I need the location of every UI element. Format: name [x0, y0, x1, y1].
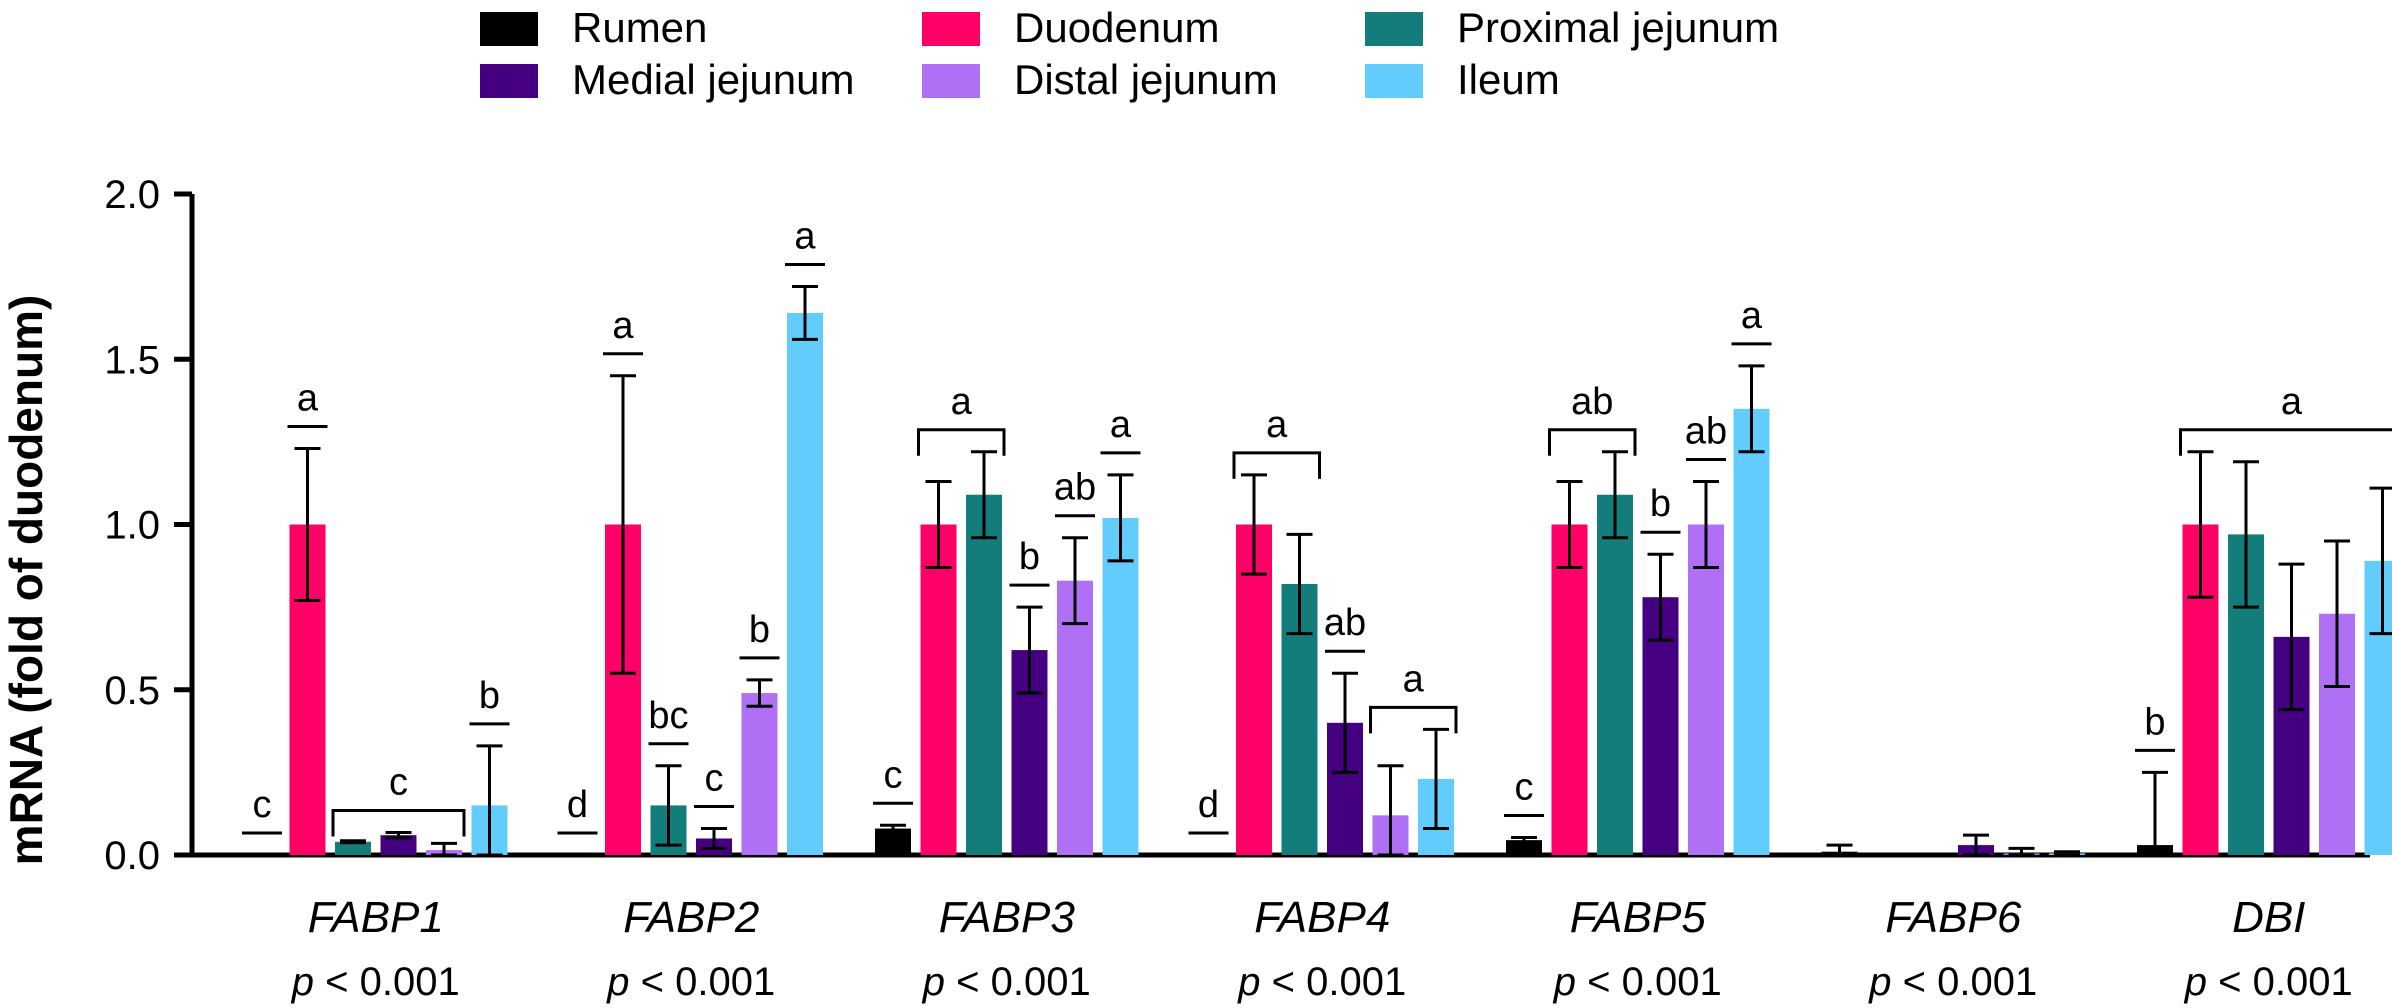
p-value-label: p < 0.001: [922, 960, 1091, 1004]
significance-bracket: [331, 809, 466, 837]
bar-ileum-fabp3: [1102, 517, 1139, 855]
bar-proximal-jejunum-fabp3: [966, 494, 1002, 855]
p-value-label: p < 0.001: [1553, 960, 1722, 1004]
y-tick-label: 1.5: [104, 338, 160, 382]
bar-proximal-jejunum-fabp1: [335, 841, 371, 855]
legend-swatch-rumen: [480, 12, 538, 46]
bar-distal-jejunum-fabp5: [1688, 524, 1724, 855]
p-value-label: p < 0.001: [1237, 960, 1406, 1004]
legend-label: Medial jejunum: [572, 56, 854, 103]
y-tick-label: 0.5: [104, 669, 160, 713]
significance-letter: b: [749, 609, 770, 651]
significance-bracket: [1232, 451, 1321, 479]
axes: [189, 194, 2370, 858]
significance-letter: c: [884, 754, 903, 796]
bar-duodenum-fabp5: [1551, 524, 1588, 855]
significance-letter: d: [1198, 784, 1219, 826]
bar-proximal-jejunum-fabp5: [1597, 494, 1633, 855]
significance-bracket: [2179, 428, 2392, 456]
x-tick-labels: FABP1 p < 0.001 FABP2 p < 0.001 FABP3 p < 0.0…: [291, 893, 2353, 1004]
significance-letter: b: [1650, 483, 1671, 525]
significance-letter: c: [705, 758, 724, 800]
y-ticks: 0.0 0.5 1.0 1.5 2.0: [104, 173, 192, 878]
legend-label: Distal jejunum: [1014, 56, 1278, 103]
significance-letter: a: [297, 377, 319, 419]
bar-ileum-fabp2: [787, 312, 823, 856]
bar-ileum-dbi: [2364, 560, 2392, 855]
x-tick-label: FABP3: [939, 893, 1076, 942]
significance-letter: a: [612, 305, 634, 347]
legend-swatch-ileum: [1365, 64, 1423, 98]
significance-letter: a: [951, 381, 973, 423]
y-tick-label: 2.0: [104, 173, 160, 217]
x-tick-label: FABP4: [1254, 893, 1390, 942]
significance-letter: b: [1019, 536, 1040, 578]
significance-letter: b: [2144, 701, 2165, 743]
significance-letter: c: [389, 762, 408, 804]
significance-letter: a: [1741, 295, 1763, 337]
significance-letter: ab: [1324, 602, 1366, 644]
significance-letter: a: [1266, 404, 1288, 446]
y-axis-label: mRNA (fold of duodenum): [0, 295, 52, 866]
significance-letter: c: [253, 784, 272, 826]
significance-bracket: [1369, 705, 1458, 734]
p-value-label: p < 0.001: [291, 960, 460, 1004]
legend-swatch-proximal-jejunum: [1365, 12, 1423, 46]
y-tick-label: 0.0: [104, 834, 160, 878]
p-value-label: p < 0.001: [1868, 960, 2037, 1004]
significance-bracket: [917, 428, 1006, 456]
bars: [289, 312, 2392, 856]
legend-swatch-duodenum: [922, 12, 980, 46]
significance-letter: bc: [648, 695, 688, 737]
significance-bracket: [1548, 428, 1637, 456]
legend-swatch-medial-jejunum: [480, 64, 538, 98]
significance-letter: ab: [1054, 467, 1096, 509]
error-bars: [294, 285, 2392, 857]
significance-letter: d: [567, 784, 588, 826]
significance-letter: a: [794, 216, 816, 258]
x-tick-label: FABP2: [623, 893, 759, 942]
legend-label: Ileum: [1457, 56, 1560, 103]
bar-medial-jejunum-fabp1: [380, 835, 417, 855]
x-tick-label: FABP5: [1570, 893, 1707, 942]
y-tick-label: 1.0: [104, 504, 160, 548]
bar-duodenum-fabp3: [920, 524, 957, 855]
legend-label: Duodenum: [1014, 4, 1219, 51]
x-tick-label: DBI: [2232, 893, 2305, 942]
p-value-label: p < 0.001: [606, 960, 775, 1004]
legend-swatch-distal-jejunum: [922, 64, 980, 98]
legend: Rumen Duodenum Proximal jejunum Medial jeju…: [480, 4, 1779, 103]
significance-letter: c: [1515, 766, 1534, 808]
legend-label: Rumen: [572, 4, 707, 51]
significance-letter: a: [1110, 404, 1132, 446]
x-tick-label: FABP6: [1885, 893, 2022, 942]
bar-duodenum-fabp4: [1236, 524, 1272, 855]
legend-label: Proximal jejunum: [1457, 4, 1779, 51]
p-value-label: p < 0.001: [2184, 960, 2353, 1004]
significance-letter: ab: [1571, 381, 1613, 423]
significance-letter: b: [479, 675, 500, 717]
significance-letter: ab: [1685, 411, 1727, 453]
bar-distal-jejunum-fabp3: [1057, 580, 1093, 855]
significance-letter: a: [1403, 658, 1425, 700]
bar-ileum-fabp5: [1733, 408, 1770, 855]
significance-letter: a: [2281, 381, 2303, 423]
bar-distal-jejunum-fabp2: [741, 693, 778, 855]
x-tick-label: FABP1: [308, 893, 444, 942]
